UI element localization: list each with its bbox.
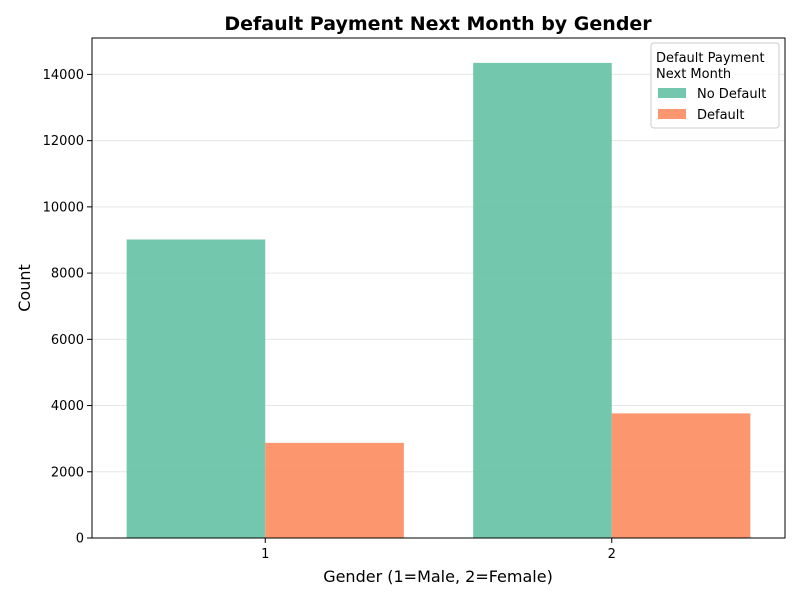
- y-tick-label: 0: [76, 532, 84, 547]
- y-tick-label: 2000: [51, 465, 84, 480]
- y-axis-label: Count: [15, 264, 34, 312]
- bar-default-1: [265, 442, 404, 538]
- y-tick-label: 6000: [51, 333, 84, 348]
- axes: 0 2000 4000 6000 8000 10000 12000 14000 1 2: [43, 37, 786, 562]
- legend-label: Default: [697, 108, 745, 123]
- y-tick-label: 12000: [43, 134, 84, 149]
- legend-swatch: [658, 109, 686, 119]
- y-tick-label: 4000: [51, 399, 84, 414]
- y-tick-label: 8000: [51, 267, 84, 282]
- x-tick-label: 2: [608, 547, 616, 562]
- legend-box: [650, 42, 780, 129]
- legend-label: No Default: [697, 87, 766, 102]
- y-tick-label: 14000: [43, 68, 84, 83]
- legend-title: Default Payment: [656, 51, 765, 66]
- bar-no-default-1: [126, 239, 266, 539]
- x-tick-label: 1: [261, 547, 269, 562]
- legend-swatch: [658, 88, 686, 98]
- bar-no-default-2: [473, 62, 612, 538]
- legend-title: Next Month: [656, 67, 731, 82]
- bars: [126, 62, 751, 539]
- x-axis-label: Gender (1=Male, 2=Female): [323, 567, 553, 586]
- plot-frame: [91, 37, 786, 539]
- chart-title: Default Payment Next Month by Gender: [224, 13, 652, 35]
- y-tick-label: 10000: [43, 200, 84, 215]
- bar-default-2: [611, 413, 751, 538]
